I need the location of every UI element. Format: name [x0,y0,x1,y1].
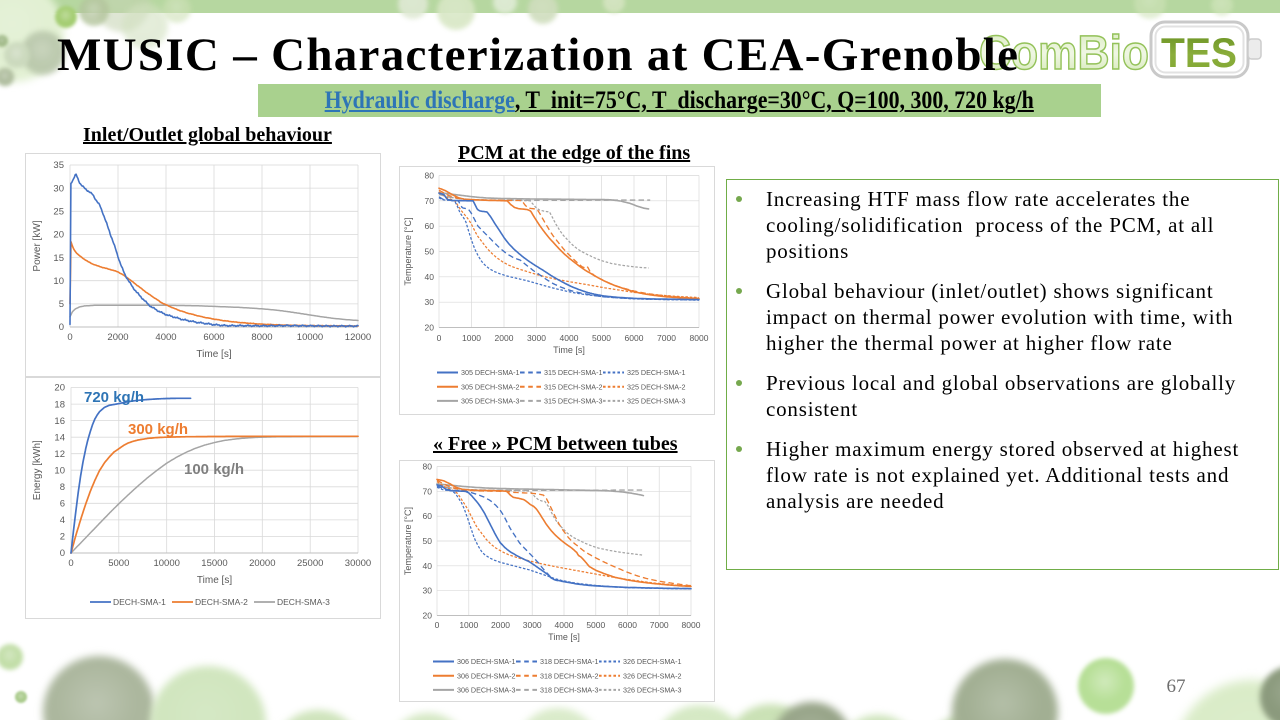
svg-text:5: 5 [59,299,64,310]
svg-text:0: 0 [68,558,73,569]
svg-text:30: 30 [425,297,435,307]
svg-text:0: 0 [60,548,65,559]
svg-text:306 DECH-SMA-1: 306 DECH-SMA-1 [457,657,515,666]
svg-text:40: 40 [423,561,433,571]
svg-text:20: 20 [425,323,435,333]
svg-text:1000: 1000 [459,620,478,630]
svg-text:Temperature [°C]: Temperature [°C] [403,217,413,285]
svg-text:306 DECH-SMA-2: 306 DECH-SMA-2 [457,671,515,680]
svg-text:30000: 30000 [345,558,371,569]
svg-text:Time [s]: Time [s] [197,575,232,586]
svg-text:4000: 4000 [555,620,574,630]
svg-text:Energy [kWh]: Energy [kWh] [32,440,43,500]
svg-text:40: 40 [425,272,435,282]
svg-text:6: 6 [60,499,65,510]
svg-text:TES: TES [1161,29,1237,76]
svg-text:8000: 8000 [682,620,701,630]
svg-text:8: 8 [60,482,65,493]
svg-text:325 DECH-SMA-1: 325 DECH-SMA-1 [627,368,685,377]
svg-text:Time [s]: Time [s] [548,632,580,642]
svg-text:0: 0 [437,333,442,343]
svg-text:Time [s]: Time [s] [196,349,231,360]
svg-text:326 DECH-SMA-1: 326 DECH-SMA-1 [623,657,681,666]
svg-text:318 DECH-SMA-1: 318 DECH-SMA-1 [540,657,598,666]
svg-text:318 DECH-SMA-2: 318 DECH-SMA-2 [540,671,598,680]
svg-text:30: 30 [53,183,64,194]
svg-text:14: 14 [54,432,65,443]
svg-text:325 DECH-SMA-3: 325 DECH-SMA-3 [627,397,685,406]
svg-text:7000: 7000 [657,333,676,343]
svg-text:70: 70 [423,486,433,496]
svg-text:6000: 6000 [618,620,637,630]
svg-text:315 DECH-SMA-1: 315 DECH-SMA-1 [544,368,602,377]
svg-text:305 DECH-SMA-2: 305 DECH-SMA-2 [461,382,519,391]
svg-text:30: 30 [423,586,433,596]
svg-text:DECH-SMA-2: DECH-SMA-2 [195,597,248,607]
svg-text:12: 12 [54,449,65,460]
svg-text:6000: 6000 [625,333,644,343]
svg-text:20: 20 [54,383,65,394]
svg-text:Temperature [°C]: Temperature [°C] [403,507,413,575]
svg-text:5000: 5000 [108,558,129,569]
svg-text:8000: 8000 [251,332,272,343]
svg-text:20000: 20000 [249,558,275,569]
svg-text:1000: 1000 [462,333,481,343]
svg-text:8000: 8000 [690,333,709,343]
svg-text:3000: 3000 [523,620,542,630]
svg-text:315 DECH-SMA-3: 315 DECH-SMA-3 [544,397,602,406]
svg-text:326 DECH-SMA-2: 326 DECH-SMA-2 [623,671,681,680]
svg-text:50: 50 [425,247,435,257]
svg-text:326 DECH-SMA-3: 326 DECH-SMA-3 [623,686,681,695]
svg-text:4000: 4000 [155,332,176,343]
svg-text:7000: 7000 [650,620,669,630]
svg-text:4000: 4000 [560,333,579,343]
svg-text:2: 2 [60,532,65,543]
svg-text:DECH-SMA-1: DECH-SMA-1 [113,597,166,607]
svg-text:318 DECH-SMA-3: 318 DECH-SMA-3 [540,686,598,695]
svg-text:305 DECH-SMA-3: 305 DECH-SMA-3 [461,397,519,406]
svg-text:5000: 5000 [586,620,605,630]
svg-text:720 kg/h: 720 kg/h [84,389,144,406]
svg-text:70: 70 [425,196,435,206]
svg-text:Power [kW]: Power [kW] [32,220,43,271]
svg-text:50: 50 [423,536,433,546]
svg-text:20: 20 [53,230,64,241]
svg-text:0: 0 [67,332,72,343]
svg-text:80: 80 [423,462,433,472]
svg-text:325 DECH-SMA-2: 325 DECH-SMA-2 [627,382,685,391]
svg-text:0: 0 [435,620,440,630]
svg-text:100 kg/h: 100 kg/h [184,461,244,478]
svg-text:4: 4 [60,515,65,526]
svg-text:60: 60 [425,221,435,231]
svg-text:10: 10 [53,276,64,287]
svg-text:15: 15 [53,253,64,264]
svg-text:2000: 2000 [495,333,514,343]
svg-text:3000: 3000 [527,333,546,343]
svg-text:315 DECH-SMA-2: 315 DECH-SMA-2 [544,382,602,391]
svg-text:12000: 12000 [345,332,371,343]
svg-text:DECH-SMA-3: DECH-SMA-3 [277,597,330,607]
svg-text:18: 18 [54,399,65,410]
svg-text:10000: 10000 [153,558,179,569]
svg-text:ComBio: ComBio [980,27,1149,80]
svg-text:25000: 25000 [297,558,323,569]
svg-text:10: 10 [54,466,65,477]
svg-text:Time [s]: Time [s] [553,345,585,355]
svg-text:2000: 2000 [491,620,510,630]
svg-text:306 DECH-SMA-3: 306 DECH-SMA-3 [457,686,515,695]
svg-text:2000: 2000 [107,332,128,343]
svg-text:305 DECH-SMA-1: 305 DECH-SMA-1 [461,368,519,377]
svg-text:80: 80 [425,171,435,181]
svg-text:25: 25 [53,207,64,218]
svg-text:0: 0 [59,322,64,333]
svg-text:20: 20 [423,611,433,621]
svg-text:16: 16 [54,416,65,427]
svg-text:5000: 5000 [592,333,611,343]
svg-text:300 kg/h: 300 kg/h [128,421,188,438]
svg-text:10000: 10000 [297,332,323,343]
svg-text:60: 60 [423,511,433,521]
svg-text:35: 35 [53,160,64,171]
svg-text:6000: 6000 [203,332,224,343]
svg-text:15000: 15000 [201,558,227,569]
